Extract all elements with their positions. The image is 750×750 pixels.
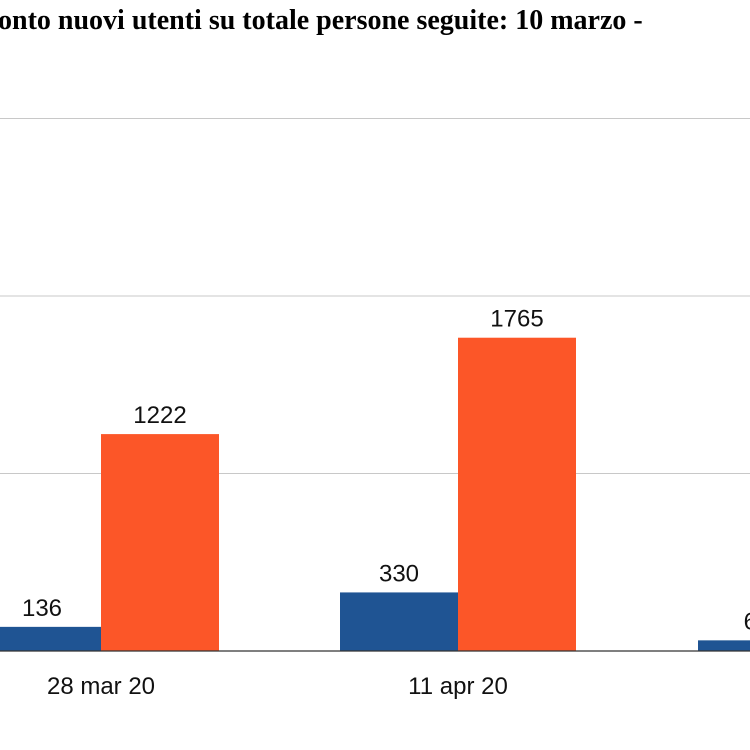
data-label-series0-1: 330: [379, 560, 419, 587]
bar-series1-0: [101, 434, 219, 651]
bar-series0-0: [0, 626, 101, 651]
bars: [0, 337, 750, 651]
x-axis-ticks: 28 mar 20 11 apr 20: [47, 673, 508, 700]
data-label-series1-1: 1765: [490, 306, 543, 333]
gridlines: [0, 118, 750, 474]
data-label-series0-2: 60: [744, 608, 750, 635]
x-tick-label-0: 28 mar 20: [47, 673, 155, 700]
chart-title: onto nuovi utenti su totale persone segu…: [0, 5, 643, 36]
bar-series1-1: [458, 337, 576, 651]
x-tick-label-1: 11 apr 20: [408, 673, 508, 700]
bar-series0-2: [698, 640, 750, 651]
data-labels: 136 1222 330 1765 60: [22, 306, 750, 636]
data-label-series1-0: 1222: [133, 402, 186, 429]
data-label-series0-0: 136: [22, 595, 62, 622]
bar-series0-1: [340, 592, 458, 651]
